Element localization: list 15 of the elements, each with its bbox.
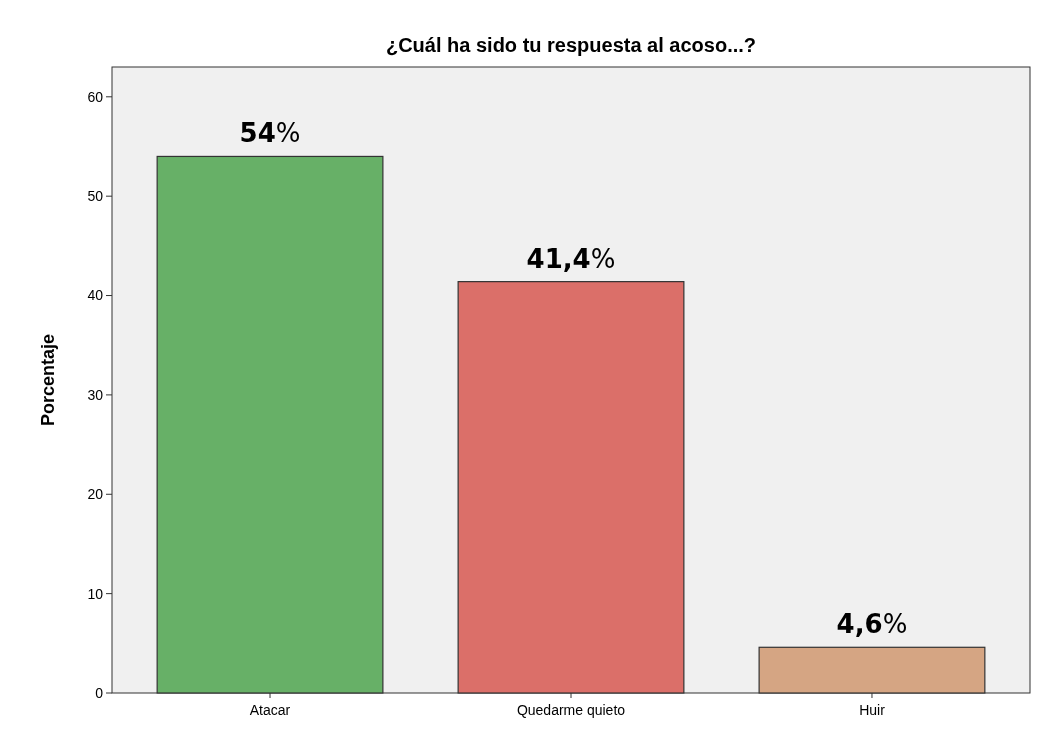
- y-axis-title: Porcentaje: [38, 333, 58, 427]
- y-tick-label: 50: [87, 188, 104, 205]
- y-tick-label: 40: [87, 287, 104, 304]
- x-tick-label: Huir: [859, 702, 886, 718]
- y-tick-label: 10: [87, 585, 104, 602]
- data-label: 4,6%: [836, 609, 908, 640]
- y-tick-label: 60: [87, 88, 104, 105]
- data-label: 41,4%: [526, 243, 616, 274]
- y-tick-label: 30: [87, 386, 104, 403]
- x-tick-label: Quedarme quieto: [516, 702, 626, 718]
- chart-title: ¿Cuál ha sido tu respuesta al acoso...?: [385, 34, 757, 56]
- x-tick-label: Atacar: [249, 702, 291, 718]
- y-tick-label: 20: [87, 486, 104, 503]
- y-tick-label: 0: [95, 684, 104, 701]
- data-label: 54%: [239, 118, 301, 149]
